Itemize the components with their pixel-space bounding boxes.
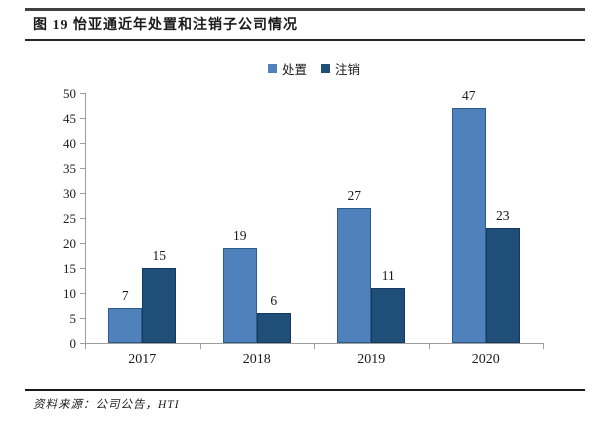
y-axis-tick — [80, 193, 85, 194]
y-axis-tick — [80, 318, 85, 319]
x-axis-tick — [314, 344, 315, 349]
x-axis-category-label: 2018 — [242, 352, 271, 367]
legend-swatch-icon — [267, 64, 277, 73]
x-axis-tick — [85, 344, 86, 349]
bar-value-label: 47 — [462, 88, 476, 103]
x-axis-tick — [428, 344, 430, 349]
legend-item-注销: 注销 — [321, 59, 360, 78]
bar-处置-2019 — [337, 208, 372, 343]
bar-value-label: 19 — [233, 228, 247, 243]
y-axis-tick — [80, 343, 85, 344]
bar-注销-2017 — [142, 268, 177, 343]
y-axis-tick — [80, 118, 85, 119]
y-axis-tick-label: 0 — [69, 335, 77, 351]
y-axis-tick-label: 5 — [69, 310, 77, 326]
bar-注销-2018 — [256, 313, 291, 343]
x-axis-category-label: 2020 — [471, 352, 500, 367]
x-axis-category-label: 2019 — [357, 352, 386, 367]
y-axis-tick — [80, 293, 85, 294]
bar-value-label: 6 — [270, 293, 278, 308]
bar-注销-2019 — [371, 288, 406, 343]
bar-value-label: 15 — [152, 248, 167, 263]
y-axis-tick-label: 30 — [63, 185, 76, 201]
x-axis-tick — [543, 344, 544, 349]
y-axis-tick-label: 35 — [63, 160, 76, 176]
x-axis-category-label: 2017 — [128, 352, 157, 367]
bar-value-label: 11 — [381, 268, 395, 283]
y-axis-tick-label: 20 — [63, 235, 76, 251]
legend-item-处置: 处置 — [267, 59, 307, 78]
y-axis-tick — [80, 243, 85, 244]
y-axis-tick-label: 45 — [63, 110, 76, 126]
bar-处置-2017 — [108, 308, 143, 343]
y-axis-tick-label: 40 — [63, 135, 76, 151]
bar-value-label: 7 — [121, 288, 129, 303]
top-rule — [25, 8, 585, 11]
y-axis-tick — [80, 168, 85, 169]
y-axis-tick — [80, 268, 85, 269]
x-axis-tick — [199, 344, 201, 349]
y-axis-tick-label: 10 — [63, 285, 76, 301]
source-note: 资料来源：公司公告，HTI — [33, 399, 180, 411]
figure-title: 图 19 怡亚通近年处置和注销子公司情况 — [33, 18, 298, 33]
plot-area — [85, 93, 544, 344]
y-axis-tick — [80, 93, 85, 94]
y-axis-tick-label: 50 — [63, 85, 76, 101]
title-divider — [25, 39, 585, 41]
y-axis-tick — [80, 143, 85, 144]
bar-value-label: 27 — [347, 188, 362, 203]
y-axis-tick-label: 25 — [63, 210, 76, 226]
bar-处置-2020 — [451, 108, 486, 343]
legend-label: 处置 — [281, 63, 307, 77]
legend-label: 注销 — [335, 63, 361, 77]
bar-注销-2020 — [485, 228, 520, 343]
bar-value-label: 23 — [496, 208, 510, 223]
legend-swatch-icon — [321, 64, 330, 73]
bottom-rule — [25, 389, 585, 391]
bar-处置-2018 — [222, 248, 257, 343]
y-axis-tick-label: 15 — [63, 260, 76, 276]
chart-legend: 处置 注销 — [85, 59, 543, 78]
y-axis-tick — [80, 218, 85, 219]
